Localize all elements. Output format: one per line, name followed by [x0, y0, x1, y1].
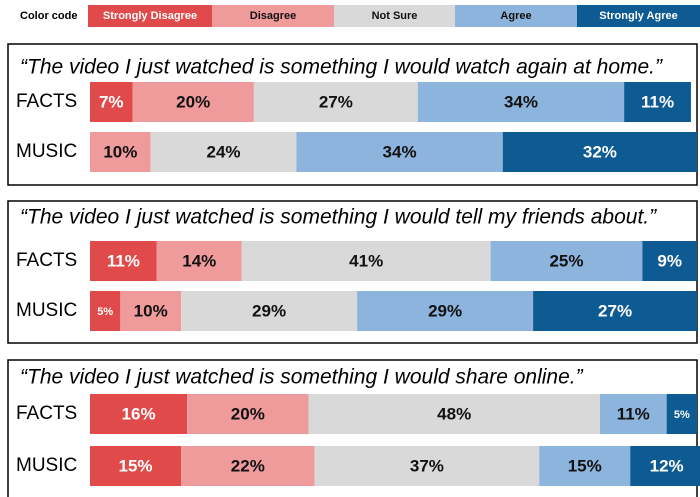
- bar-segment: [599, 394, 667, 434]
- bar-segment: [90, 82, 133, 122]
- value-label: 22%: [231, 456, 265, 475]
- bar-segment: [181, 446, 315, 486]
- category-label: FACTS: [16, 91, 77, 112]
- bar-segment: [666, 394, 697, 434]
- legend-label: Agree: [500, 10, 531, 22]
- bar-segment: [156, 241, 242, 281]
- value-label: 20%: [231, 404, 265, 423]
- category-label: MUSIC: [16, 455, 77, 476]
- legend-label: Not Sure: [372, 10, 418, 22]
- value-label: 5%: [97, 306, 113, 318]
- bar-segment: [502, 132, 697, 172]
- bar-segment: [357, 291, 534, 331]
- bar-segment: [241, 241, 491, 281]
- value-label: 15%: [119, 456, 153, 475]
- bar-segment: [253, 82, 418, 122]
- bar-segment: [296, 132, 503, 172]
- legend-title: Color code: [20, 10, 77, 22]
- value-label: 11%: [107, 251, 140, 270]
- panel-title: “The video I just watched is something I…: [20, 366, 584, 389]
- bar-segment: [120, 291, 182, 331]
- bar-segment: [90, 132, 151, 172]
- bar-segment: [308, 394, 600, 434]
- panel-title: “The video I just watched is something I…: [20, 56, 663, 79]
- value-label: 12%: [650, 456, 684, 475]
- category-label: MUSIC: [16, 300, 77, 321]
- category-label: FACTS: [16, 403, 77, 424]
- legend-label: Disagree: [250, 10, 296, 22]
- legend-swatch: [334, 5, 455, 27]
- value-label: 11%: [641, 92, 674, 111]
- bar-segment: [187, 394, 309, 434]
- value-label: 11%: [617, 404, 650, 423]
- value-label: 9%: [657, 251, 682, 270]
- bar-segment: [90, 446, 182, 486]
- value-label: 34%: [383, 142, 417, 161]
- legend-label: Strongly Disagree: [103, 10, 197, 22]
- value-label: 48%: [437, 404, 471, 423]
- bar-segment: [90, 291, 121, 331]
- value-label: 25%: [549, 251, 583, 270]
- bar-segment: [490, 241, 643, 281]
- legend-swatch: [88, 5, 212, 27]
- value-label: 14%: [182, 251, 216, 270]
- value-label: 20%: [176, 92, 210, 111]
- bar-segment: [624, 82, 691, 122]
- bar-segment: [90, 241, 157, 281]
- value-label: 34%: [504, 92, 538, 111]
- bar-segment: [150, 132, 297, 172]
- legend-swatch: [455, 5, 577, 27]
- value-label: 29%: [252, 301, 286, 320]
- legend-label: Strongly Agree: [599, 10, 677, 22]
- panel-frame: [7, 43, 698, 186]
- value-label: 32%: [583, 142, 617, 161]
- value-label: 29%: [428, 301, 462, 320]
- value-label: 37%: [410, 456, 444, 475]
- category-label: FACTS: [16, 250, 77, 271]
- value-label: 10%: [134, 301, 168, 320]
- category-label: MUSIC: [16, 141, 77, 162]
- value-label: 10%: [103, 142, 137, 161]
- value-label: 24%: [207, 142, 241, 161]
- bar-segment: [539, 446, 631, 486]
- bar-segment: [417, 82, 625, 122]
- bar-segment: [630, 446, 700, 486]
- bar-segment: [181, 291, 358, 331]
- legend-swatch: [212, 5, 334, 27]
- value-label: 41%: [349, 251, 383, 270]
- value-label: 5%: [674, 409, 690, 421]
- value-label: 27%: [319, 92, 353, 111]
- value-label: 7%: [99, 92, 124, 111]
- panel-title: “The video I just watched is something I…: [20, 206, 657, 229]
- bar-segment: [642, 241, 697, 281]
- bar-segment: [314, 446, 540, 486]
- bar-segment: [90, 394, 188, 434]
- value-label: 27%: [598, 301, 632, 320]
- bar-segment: [132, 82, 254, 122]
- value-label: 15%: [568, 456, 602, 475]
- legend-swatch: [577, 5, 700, 27]
- value-label: 16%: [122, 404, 156, 423]
- bar-segment: [533, 291, 697, 331]
